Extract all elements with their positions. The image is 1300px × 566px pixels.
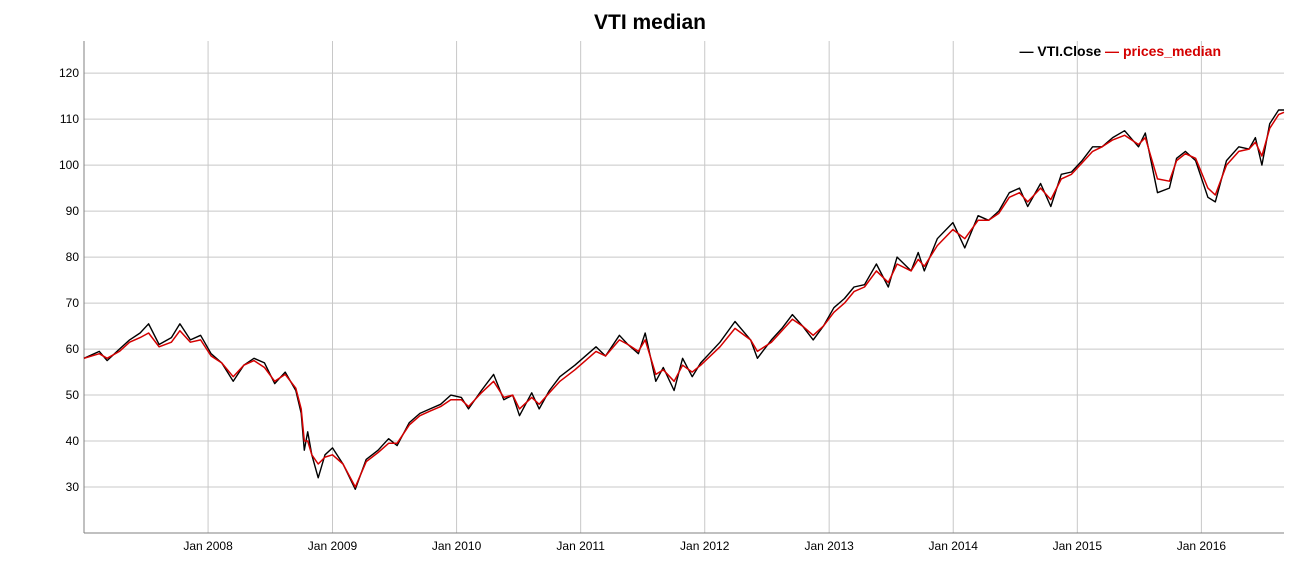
axis-layer: 30 40 50 60 70 80 90 100 110 120 Jan 2008 Jan 2009 J…: [59, 41, 1284, 553]
y-tick-label: 90: [66, 204, 80, 218]
series-line-vti-close: [83, 109, 1284, 490]
grid-layer: [84, 41, 1284, 533]
legend-item-prices-median: — prices_median: [1101, 43, 1221, 59]
series-line-prices-median: [83, 111, 1285, 488]
y-tick-label: 40: [66, 434, 80, 448]
y-tick-label: 120: [59, 66, 79, 80]
legend-text: — VTI.Close — prices_median: [1019, 43, 1221, 59]
legend-item-vti-close: — VTI.Close: [1019, 43, 1101, 59]
x-tick-label: Jan 2009: [308, 539, 358, 553]
legend: — VTI.Close — prices_median: [1019, 43, 1221, 59]
y-tick-label: 30: [66, 480, 80, 494]
x-tick-label: Jan 2013: [804, 539, 854, 553]
x-tick-label: Jan 2016: [1177, 539, 1227, 553]
x-tick-label: Jan 2010: [432, 539, 482, 553]
y-tick-label: 110: [60, 112, 79, 126]
x-tick-label: Jan 2008: [183, 539, 233, 553]
y-tick-label: 60: [66, 342, 80, 356]
series-layer: [83, 109, 1285, 490]
y-tick-label: 80: [66, 250, 80, 264]
y-tick-label: 70: [66, 296, 80, 310]
x-tick-label: Jan 2015: [1053, 539, 1103, 553]
x-tick-label: Jan 2014: [929, 539, 979, 553]
y-tick-label: 50: [66, 388, 80, 402]
chart-title: VTI median: [593, 11, 707, 34]
x-tick-label: Jan 2011: [556, 539, 605, 553]
x-tick-label: Jan 2012: [680, 539, 730, 553]
y-tick-label: 100: [59, 158, 79, 172]
